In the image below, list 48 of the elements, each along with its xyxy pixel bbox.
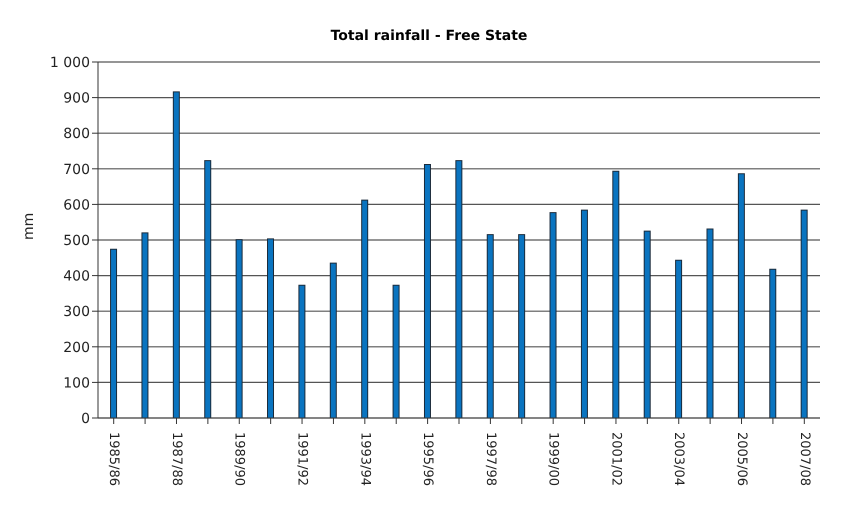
bar: [361, 200, 368, 418]
x-tick-label: 2007/08: [796, 432, 812, 486]
bar: [800, 210, 808, 418]
bar: [644, 230, 651, 418]
y-tick-label: 1 000: [50, 54, 90, 71]
x-tick-label: 1991/92: [294, 432, 310, 486]
bar: [330, 262, 337, 418]
bar: [298, 284, 306, 418]
bar: [738, 173, 745, 418]
y-tick-label: 900: [63, 90, 90, 107]
y-tick-label: 200: [63, 340, 90, 356]
y-axis-title: mm: [20, 212, 37, 240]
bar: [204, 160, 212, 418]
x-tick-label: 2001/02: [608, 432, 624, 486]
bar: [580, 210, 588, 418]
bar: [675, 260, 682, 418]
x-tick-label: 1995/96: [420, 432, 436, 486]
bar: [267, 238, 274, 418]
x-tick-label: 2005/06: [734, 432, 749, 486]
x-tick-label: 1997/98: [482, 432, 498, 486]
y-tick-label: 600: [63, 197, 90, 214]
bar: [706, 228, 714, 418]
bar: [236, 239, 243, 418]
y-tick-label: 0: [81, 410, 90, 427]
y-tick-label: 300: [63, 304, 90, 320]
bar: [424, 164, 431, 418]
x-tick-label: 2003/04: [671, 432, 686, 486]
chart-title: Total rainfall - Free State: [330, 28, 528, 44]
bar: [141, 232, 148, 418]
y-tick-label: 500: [63, 232, 90, 249]
x-tick-label: 1993/94: [357, 432, 372, 486]
bar: [392, 284, 400, 418]
y-tick-label: 100: [63, 375, 90, 392]
bar: [172, 91, 180, 418]
y-tick-label: 400: [63, 268, 90, 285]
y-tick-label: 800: [63, 126, 90, 142]
bar: [769, 268, 776, 418]
bar: [110, 248, 118, 418]
bar: [455, 160, 462, 418]
x-tick-label: 1985/86: [106, 432, 122, 486]
x-tick-label: 1999/00: [546, 432, 561, 486]
bar: [518, 234, 526, 418]
y-tick-label: 700: [63, 162, 90, 178]
bar: [550, 212, 557, 418]
bar: [486, 234, 494, 418]
x-tick-label: 1989/90: [232, 432, 247, 486]
bar: [612, 170, 620, 418]
x-tick-label: 1987/88: [168, 432, 184, 486]
